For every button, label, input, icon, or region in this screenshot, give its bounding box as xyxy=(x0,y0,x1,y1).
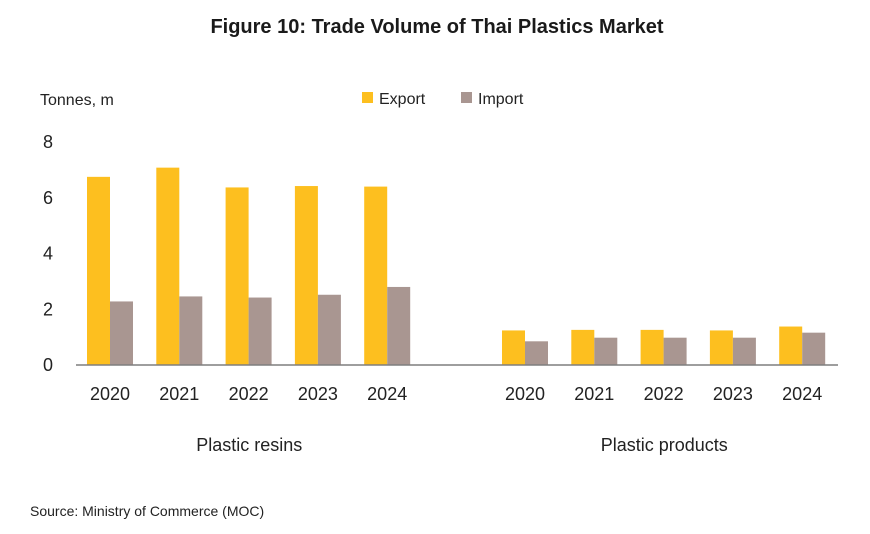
bar-import-products-2023 xyxy=(732,337,756,365)
y-tick-label: 0 xyxy=(43,355,53,375)
bar-export-products-2023 xyxy=(709,330,733,365)
x-tick-label: 2021 xyxy=(574,384,614,404)
y-tick-label: 4 xyxy=(43,244,53,264)
source-note: Source: Ministry of Commerce (MOC) xyxy=(30,503,264,519)
y-tick-label: 2 xyxy=(43,299,53,319)
chart-title: Figure 10: Trade Volume of Thai Plastics… xyxy=(210,16,663,38)
bar-import-products-2022 xyxy=(663,337,687,365)
x-tick-label: 2021 xyxy=(159,384,199,404)
x-axis: 2020 2021 2022 2023 2024 2020 2021 2022 2023 2024 xyxy=(90,384,822,404)
x-tick-label: 2023 xyxy=(298,384,338,404)
x-tick-label: 2022 xyxy=(229,384,269,404)
bar-export-resins-2024 xyxy=(364,186,388,365)
bar-export-resins-2020 xyxy=(87,176,110,365)
x-tick-label: 2022 xyxy=(644,384,684,404)
x-tick-label: 2024 xyxy=(782,384,822,404)
bar-import-products-2021 xyxy=(594,337,618,365)
bar-export-resins-2023 xyxy=(294,186,318,365)
bar-export-resins-2022 xyxy=(225,187,249,365)
bars xyxy=(87,167,826,365)
bar-import-products-2024 xyxy=(802,332,826,365)
bar-import-resins-2022 xyxy=(248,297,272,365)
legend-label-export: Export xyxy=(379,91,426,108)
bar-import-resins-2021 xyxy=(179,296,203,365)
x-tick-label: 2020 xyxy=(505,384,545,404)
x-tick-label: 2020 xyxy=(90,384,130,404)
bar-export-resins-2021 xyxy=(156,167,180,365)
y-tick-label: 8 xyxy=(43,132,53,152)
y-axis: 0 2 4 6 8 xyxy=(43,132,53,375)
x-tick-label: 2024 xyxy=(367,384,407,404)
y-axis-label: Tonnes, m xyxy=(40,92,114,109)
bar-import-resins-2024 xyxy=(387,286,411,365)
y-tick-label: 6 xyxy=(43,188,53,208)
group-label: Plastic products xyxy=(601,435,728,455)
legend-label-import: Import xyxy=(478,91,524,108)
bar-import-resins-2023 xyxy=(317,294,341,365)
legend: Export Import xyxy=(362,91,524,108)
bar-export-products-2024 xyxy=(779,326,803,365)
legend-swatch-import xyxy=(461,92,472,103)
bar-import-resins-2020 xyxy=(110,301,133,365)
bar-export-products-2021 xyxy=(571,329,595,365)
group-labels: Plastic resins Plastic products xyxy=(196,435,728,455)
bar-export-products-2022 xyxy=(640,329,664,365)
bar-export-products-2020 xyxy=(502,330,525,365)
legend-swatch-export xyxy=(362,92,373,103)
bar-import-products-2020 xyxy=(525,341,548,365)
group-label: Plastic resins xyxy=(196,435,302,455)
x-tick-label: 2023 xyxy=(713,384,753,404)
